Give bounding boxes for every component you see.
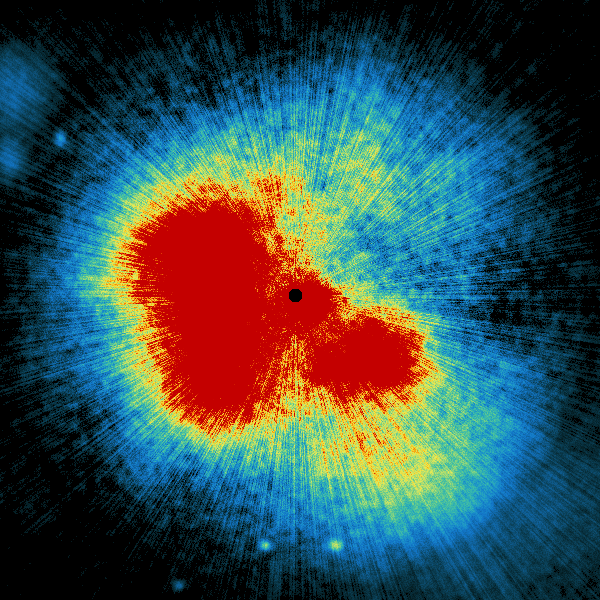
radar-reflectivity-heatmap bbox=[0, 0, 600, 600]
radar-image-viewport bbox=[0, 0, 600, 600]
